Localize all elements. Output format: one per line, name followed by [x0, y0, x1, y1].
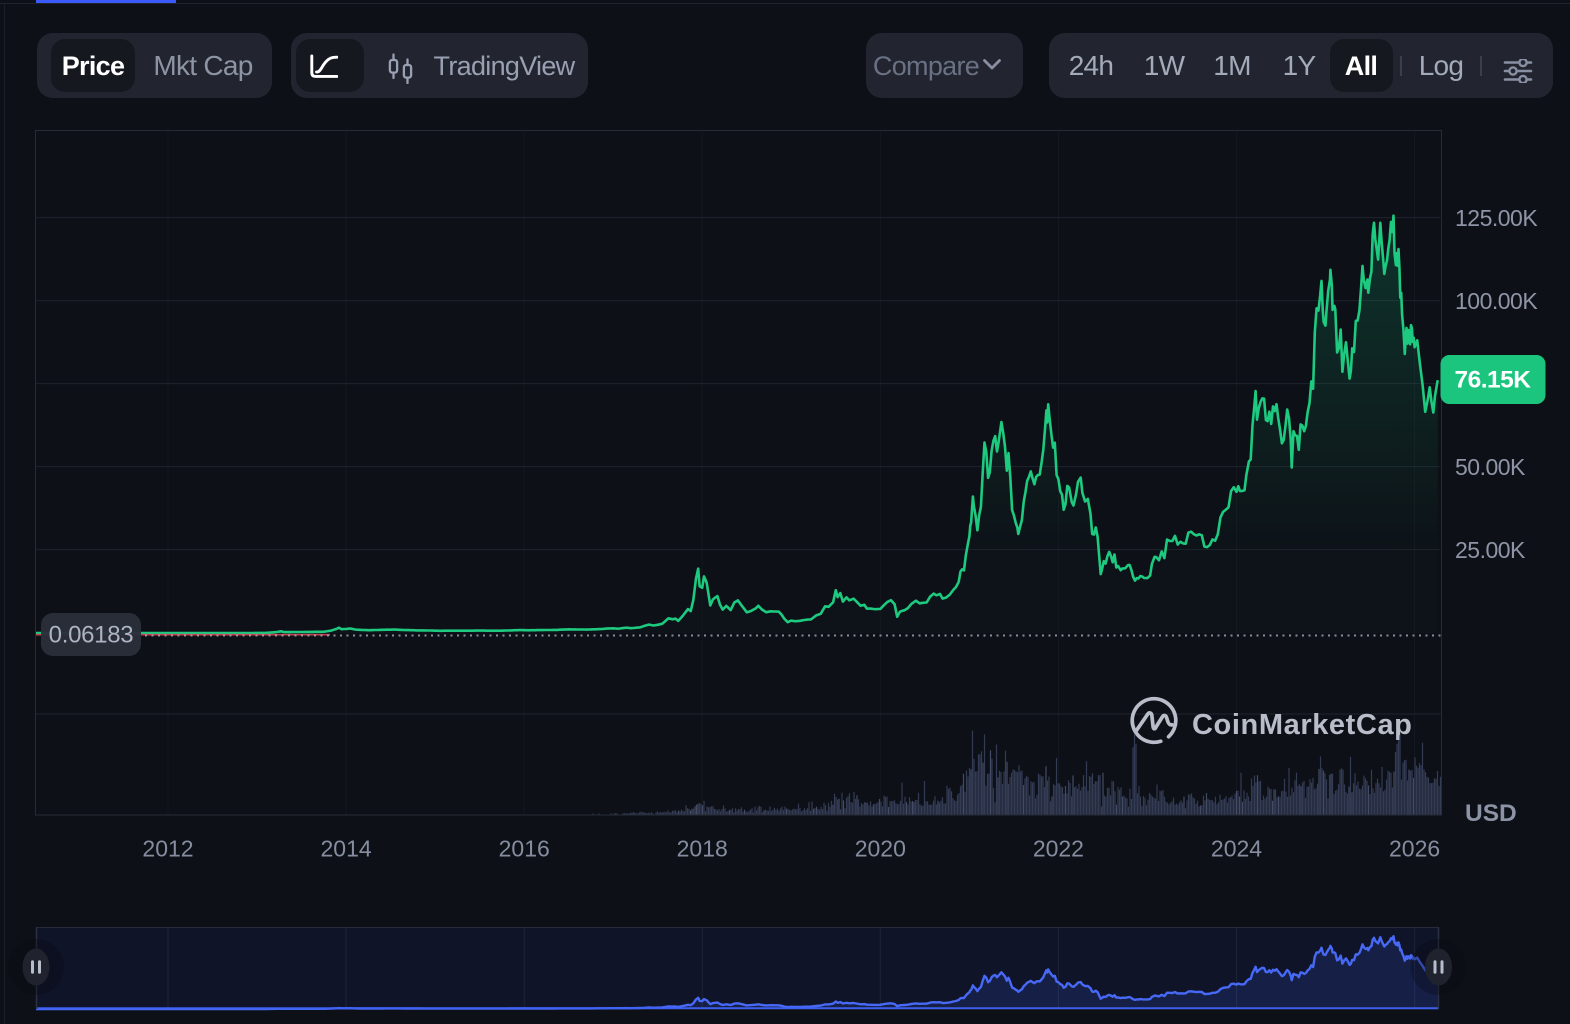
- svg-text:2026: 2026: [1389, 836, 1440, 862]
- svg-text:2016: 2016: [499, 836, 550, 862]
- svg-text:2024: 2024: [1211, 836, 1262, 862]
- svg-text:CoinMarketCap: CoinMarketCap: [1192, 709, 1413, 741]
- svg-text:2014: 2014: [321, 836, 372, 862]
- svg-text:25.00K: 25.00K: [1455, 537, 1526, 563]
- svg-text:2018: 2018: [677, 836, 728, 862]
- svg-text:2020: 2020: [855, 836, 906, 862]
- svg-text:0.06183: 0.06183: [49, 622, 134, 649]
- svg-text:76.15K: 76.15K: [1454, 367, 1531, 394]
- svg-text:100.00K: 100.00K: [1455, 288, 1538, 314]
- svg-text:50.00K: 50.00K: [1455, 454, 1526, 480]
- svg-text:2022: 2022: [1033, 836, 1084, 862]
- svg-text:USD: USD: [1465, 800, 1517, 827]
- svg-text:2012: 2012: [142, 836, 193, 862]
- svg-text:125.00K: 125.00K: [1455, 205, 1538, 231]
